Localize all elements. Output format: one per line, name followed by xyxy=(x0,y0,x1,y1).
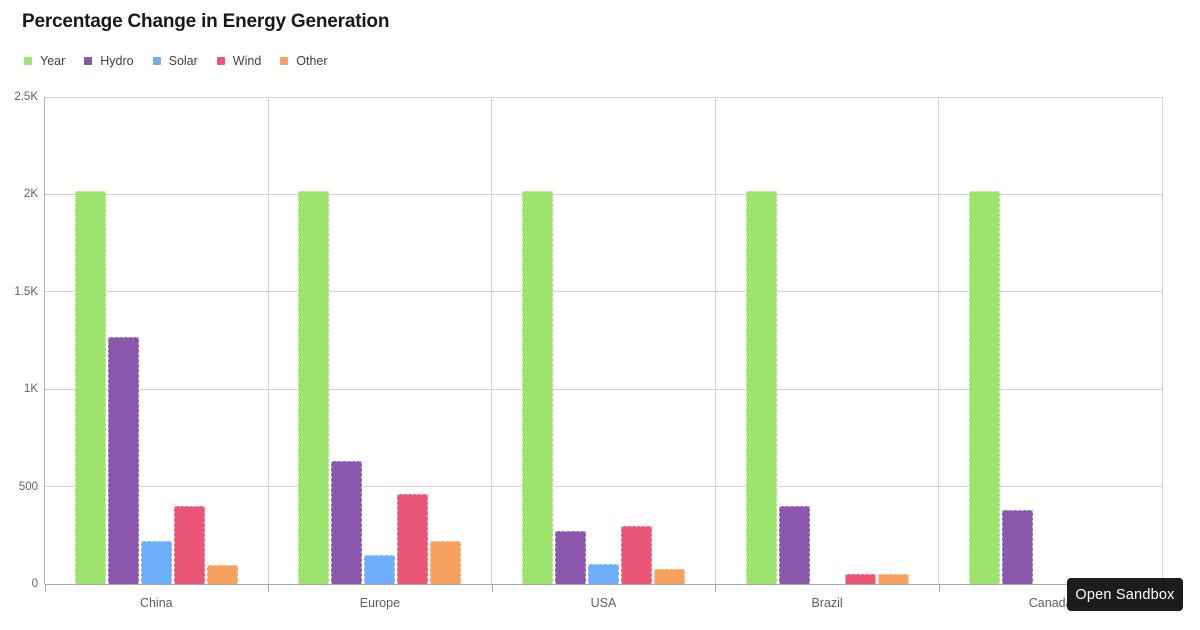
other-legend-chip-icon xyxy=(280,57,289,65)
legend-label-year: Year xyxy=(40,54,66,68)
bars-europe xyxy=(269,97,492,584)
gridline xyxy=(45,291,1163,293)
category-group-brazil: Brazil xyxy=(716,97,940,610)
solar-legend-chip-icon xyxy=(152,57,161,65)
category-group-europe: Europe xyxy=(269,97,493,610)
legend-item-other[interactable]: Other xyxy=(280,54,328,68)
bar-usa-solar xyxy=(587,563,619,584)
x-axis-label-canada: Canada xyxy=(1028,596,1073,610)
chart-title: Percentage Change in Energy Generation xyxy=(22,11,390,32)
x-axis-label-china: China xyxy=(139,596,173,610)
category-group-canada: Canada xyxy=(939,97,1163,610)
x-axis-label-usa: USA xyxy=(590,596,617,610)
bar-brazil-hydro xyxy=(778,506,810,584)
legend-item-solar[interactable]: Solar xyxy=(152,54,198,68)
y-tick-label-1.5K: 1.5K xyxy=(14,285,38,298)
y-axis-labels: 2.5K 2K 1.5K 1K 500 0 xyxy=(0,91,38,590)
gridline xyxy=(45,96,1163,98)
x-axis-tick xyxy=(491,584,493,592)
bar-europe-hydro xyxy=(331,461,363,584)
bar-canada-year xyxy=(969,190,1001,584)
bar-europe-solar xyxy=(364,554,396,584)
category-group-usa: USA xyxy=(492,97,716,610)
x-axis-tick xyxy=(44,584,46,592)
plot-area: China Europe USA Brazil Canada xyxy=(44,96,1164,610)
gridline xyxy=(45,486,1163,488)
bar-europe-wind xyxy=(397,494,429,584)
x-axis-tick xyxy=(715,584,717,592)
bar-china-year xyxy=(74,190,106,584)
bars-usa xyxy=(492,97,715,584)
bar-usa-hydro xyxy=(554,531,586,584)
legend-label-hydro: Hydro xyxy=(100,54,134,68)
legend-label-other: Other xyxy=(296,54,328,68)
legend-item-hydro[interactable]: Hydro xyxy=(84,54,134,68)
bar-chart: 2.5K 2K 1.5K 1K 500 0 China Europe USA Brazil Can… xyxy=(0,91,1200,610)
bar-canada-hydro xyxy=(1002,509,1034,584)
category-group-china: China xyxy=(45,97,269,610)
bar-europe-year xyxy=(298,190,330,584)
x-axis-label-europe: Europe xyxy=(359,596,401,610)
legend-label-solar: Solar xyxy=(168,54,198,68)
legend-item-wind[interactable]: Wind xyxy=(216,54,262,68)
bar-china-hydro xyxy=(107,336,139,584)
gridline xyxy=(45,388,1163,390)
x-axis-tick xyxy=(268,584,270,592)
x-axis-line xyxy=(45,583,1163,585)
hydro-legend-chip-icon xyxy=(84,57,93,65)
open-sandbox-button[interactable]: Open Sandbox xyxy=(1067,578,1183,611)
y-tick-label-2K: 2K xyxy=(23,188,38,201)
bar-usa-other xyxy=(653,569,685,584)
legend-label-wind: Wind xyxy=(232,54,262,68)
bar-usa-wind xyxy=(620,525,652,584)
year-legend-chip-icon xyxy=(24,57,32,65)
y-tick-label-0: 0 xyxy=(31,578,38,590)
legend-item-year[interactable]: Year xyxy=(24,54,65,68)
legend: Year Hydro Solar Wind Other xyxy=(24,54,328,68)
bars-canada xyxy=(939,97,1162,584)
bar-europe-other xyxy=(430,541,462,584)
bar-brazil-year xyxy=(745,190,777,584)
x-axis-tick xyxy=(938,584,940,592)
bars-brazil xyxy=(716,97,939,584)
bar-china-other xyxy=(206,564,238,584)
bar-china-solar xyxy=(140,541,172,584)
bar-china-wind xyxy=(173,506,205,584)
bar-usa-year xyxy=(521,190,553,584)
bar-brazil-wind xyxy=(844,574,876,584)
y-tick-label-1K: 1K xyxy=(23,383,38,396)
x-axis-label-brazil: Brazil xyxy=(811,596,843,610)
gridline xyxy=(45,193,1163,195)
wind-legend-chip-icon xyxy=(216,57,225,65)
bars-china xyxy=(45,97,268,584)
bar-brazil-other xyxy=(877,574,909,584)
y-tick-label-500: 500 xyxy=(18,480,38,493)
y-tick-label-2.5K: 2.5K xyxy=(14,91,38,103)
